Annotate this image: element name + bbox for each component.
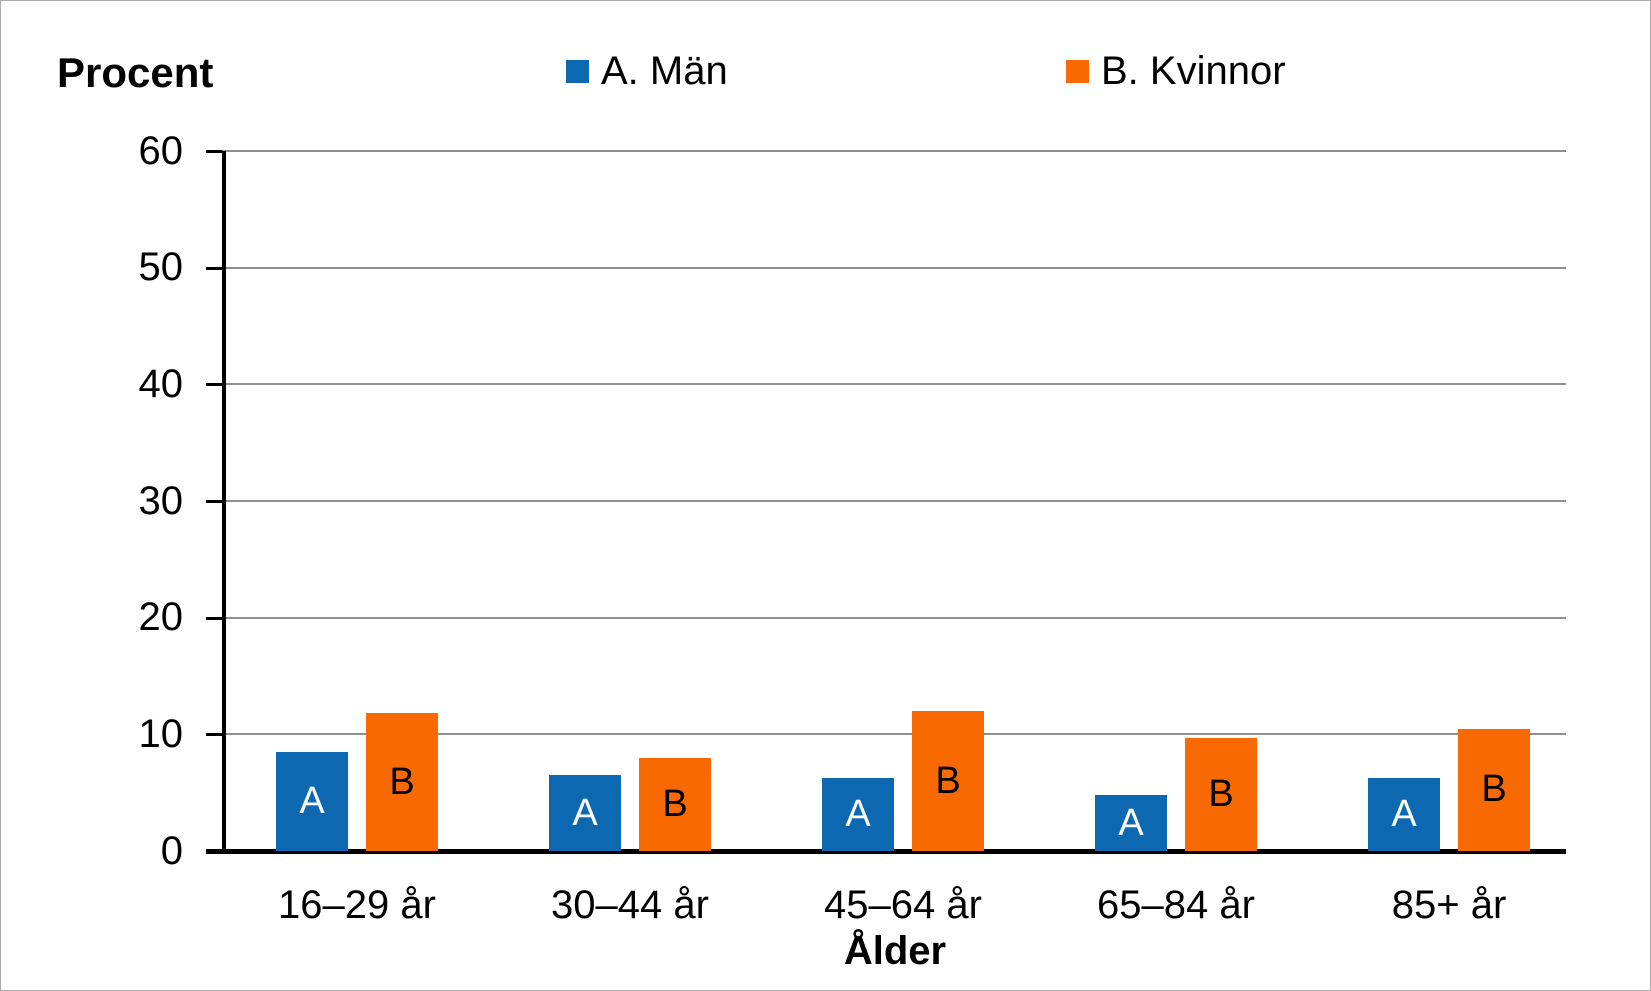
y-tick-label-30: 30: [138, 478, 184, 523]
bar-A-group-5: A: [1368, 777, 1440, 851]
y-tick-label-60: 60: [138, 128, 184, 173]
x-category-label-1: 16–29 år: [278, 882, 436, 927]
bar-B-group-5: B: [1458, 728, 1530, 851]
bar-A-group-3: A: [822, 777, 894, 851]
bar-B-group-3: B: [912, 711, 984, 851]
gridline-60: [222, 150, 1566, 152]
bar-A-group-2: A: [549, 775, 621, 851]
y-axis-tick-60: [206, 150, 222, 153]
x-category-label-3: 45–64 år: [824, 882, 982, 927]
gridline-50: [222, 266, 1566, 269]
legend-swatch-men-icon: [566, 60, 589, 83]
y-axis-tick-40: [206, 383, 222, 387]
bar-A-group-4: A: [1095, 795, 1167, 851]
legend-item-women: B. Kvinnor: [1066, 49, 1286, 94]
y-axis-title: Procent: [57, 49, 214, 96]
legend-label-men: A. Män: [601, 49, 728, 93]
legend-swatch-women-icon: [1066, 60, 1089, 83]
y-axis-tick-30: [206, 500, 222, 503]
x-category-label-5: 85+ år: [1391, 882, 1507, 927]
y-tick-label-40: 40: [138, 361, 184, 406]
y-tick-label-10: 10: [138, 711, 184, 756]
bar-B-group-1: B: [366, 713, 438, 851]
x-axis-title: Ålder: [843, 929, 947, 973]
legend-item-men: A. Män: [566, 49, 728, 94]
y-axis-tick-20: [206, 616, 222, 620]
legend-label-women: B. Kvinnor: [1101, 49, 1286, 93]
bar-A-group-1: A: [276, 751, 348, 851]
y-axis-tick-10: [206, 733, 222, 737]
y-axis-line: [222, 151, 226, 851]
x-category-label-2: 30–44 år: [551, 882, 709, 927]
y-tick-label-20: 20: [138, 595, 184, 640]
x-axis-line: [206, 849, 1566, 854]
gridline-40: [222, 383, 1566, 386]
gridline-20: [222, 616, 1566, 619]
x-category-label-4: 65–84 år: [1097, 882, 1255, 927]
bar-B-group-2: B: [639, 757, 711, 851]
y-axis-tick-50: [206, 266, 222, 270]
gridline-10: [222, 733, 1566, 736]
gridline-30: [222, 500, 1566, 502]
y-tick-label-0: 0: [160, 828, 183, 873]
y-tick-label-50: 50: [138, 245, 184, 290]
bar-B-group-4: B: [1185, 737, 1257, 851]
